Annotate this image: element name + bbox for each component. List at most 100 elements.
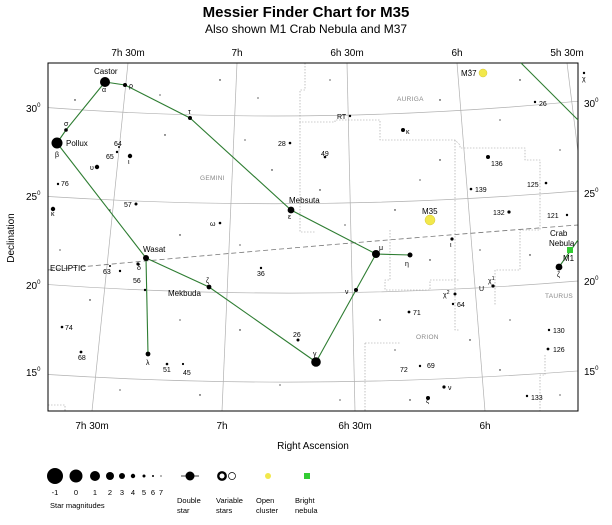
ra-bottom-label: 7h 30m (75, 421, 108, 432)
star-name-pollux: Pollux (66, 139, 88, 148)
legend-mag: 1 (93, 488, 97, 497)
ra-axis-title: Right Ascension (277, 441, 349, 452)
dec-label-right: 250 (584, 188, 599, 200)
svg-text:λ: λ (146, 360, 150, 367)
dec-axis-title: Declination (6, 213, 17, 262)
constellation-label: ORION (416, 334, 439, 341)
magnitude-scale (47, 468, 162, 484)
legend-variable-line2: stars (216, 506, 233, 515)
dec-label-left: 200 (26, 280, 41, 292)
legend-cluster-line1: Open (256, 496, 274, 505)
bright-nebula-icon (304, 473, 310, 479)
ra-top-label: 7h 30m (111, 48, 144, 59)
dec-label-right: 300 (584, 98, 599, 110)
svg-text:ρ: ρ (129, 83, 133, 90)
svg-text:136: 136 (491, 161, 503, 168)
svg-text:68: 68 (78, 355, 86, 362)
svg-text:ζ: ζ (557, 272, 560, 279)
svg-text:ι: ι (128, 159, 130, 166)
label-nebula: Nebula (549, 239, 575, 248)
ra-bottom-label: 7h (216, 421, 227, 432)
svg-text:125: 125 (527, 182, 539, 189)
constellation-label: GEMINI (200, 175, 225, 182)
ecliptic-label: ECLIPTIC (50, 264, 86, 273)
svg-text:RT: RT (337, 114, 347, 121)
legend-mag-caption: Star magnitudes (50, 501, 105, 510)
chart-subtitle: Also shown M1 Crab Nebula and M37 (204, 22, 408, 36)
dec-label-left: 300 (26, 103, 41, 115)
star-name-mekbuda: Mekbuda (168, 289, 201, 298)
svg-text:126: 126 (553, 347, 565, 354)
svg-text:ν: ν (448, 385, 452, 392)
dec-grid-line (48, 280, 578, 294)
ra-grid-line (566, 63, 578, 155)
svg-text:υ: υ (90, 165, 94, 172)
m1-nebula-icon (567, 247, 573, 253)
svg-text:139: 139 (475, 187, 487, 194)
svg-text:ε: ε (288, 214, 291, 221)
label-m1: M1 (563, 254, 575, 263)
legend-mag: 7 (159, 488, 163, 497)
svg-text:σ: σ (64, 121, 69, 128)
m35-cluster-icon (424, 214, 436, 226)
legend-mag: 0 (74, 488, 78, 497)
star-field (50, 69, 586, 401)
legend-variable-line1: Variable (216, 496, 243, 505)
svg-text:ν: ν (345, 289, 349, 296)
variable-star-min-icon (228, 472, 236, 480)
constellation-label: AURIGA (397, 96, 424, 103)
svg-text:ι: ι (450, 242, 452, 249)
dec-label-left: 150 (26, 367, 41, 379)
dec-grid-line (48, 100, 578, 117)
svg-text:63: 63 (103, 269, 111, 276)
svg-text:72: 72 (400, 367, 408, 374)
svg-text:57: 57 (124, 202, 132, 209)
ra-bottom-label: 6h (479, 421, 490, 432)
svg-text:28: 28 (278, 141, 286, 148)
svg-text:26: 26 (539, 101, 547, 108)
svg-text:U: U (479, 286, 484, 293)
legend-double-line1: Double (177, 496, 201, 505)
legend-mag: -1 (52, 488, 59, 497)
svg-text:β: β (55, 152, 59, 159)
star-name-wasat: Wasat (143, 245, 166, 254)
svg-text:γ: γ (313, 351, 317, 358)
legend-nebula-line2: nebula (295, 506, 318, 515)
dec-label-right: 200 (584, 276, 599, 288)
legend-mag: 5 (142, 488, 146, 497)
svg-text:χ: χ (582, 76, 586, 83)
legend-mag: 3 (120, 488, 124, 497)
star-name-castor: Castor (94, 67, 118, 76)
svg-text:130: 130 (553, 328, 565, 335)
ra-grid-line (456, 63, 486, 411)
svg-text:ξ: ξ (426, 398, 429, 405)
ecliptic-line (48, 224, 578, 271)
ra-grid-line (346, 63, 356, 411)
svg-text:49: 49 (321, 151, 329, 158)
ra-grid-line (221, 63, 238, 411)
svg-text:64: 64 (114, 141, 122, 148)
legend-mag: 2 (108, 488, 112, 497)
constellation-boundaries (48, 63, 546, 411)
label-crab: Crab (550, 229, 568, 238)
svg-text:ζ: ζ (206, 278, 209, 285)
svg-text:τ: τ (188, 109, 191, 116)
svg-text:κ: κ (406, 129, 410, 136)
svg-text:56: 56 (133, 278, 141, 285)
label-m35: M35 (422, 207, 438, 216)
open-cluster-icon (265, 473, 271, 479)
svg-text:κ: κ (51, 211, 55, 218)
dec-grid-line (48, 190, 578, 205)
ra-grid-line (91, 63, 129, 411)
svg-text:71: 71 (413, 310, 421, 317)
legend-mag: 4 (131, 488, 135, 497)
legend-double-line2: star (177, 506, 190, 515)
svg-text:51: 51 (163, 367, 171, 374)
legend-cluster-line2: cluster (256, 506, 279, 515)
constellation-label: TAURUS (545, 293, 573, 300)
svg-text:α: α (102, 87, 106, 94)
label-m37: M37 (461, 69, 477, 78)
svg-text:133: 133 (531, 395, 543, 402)
svg-text:69: 69 (427, 363, 435, 370)
